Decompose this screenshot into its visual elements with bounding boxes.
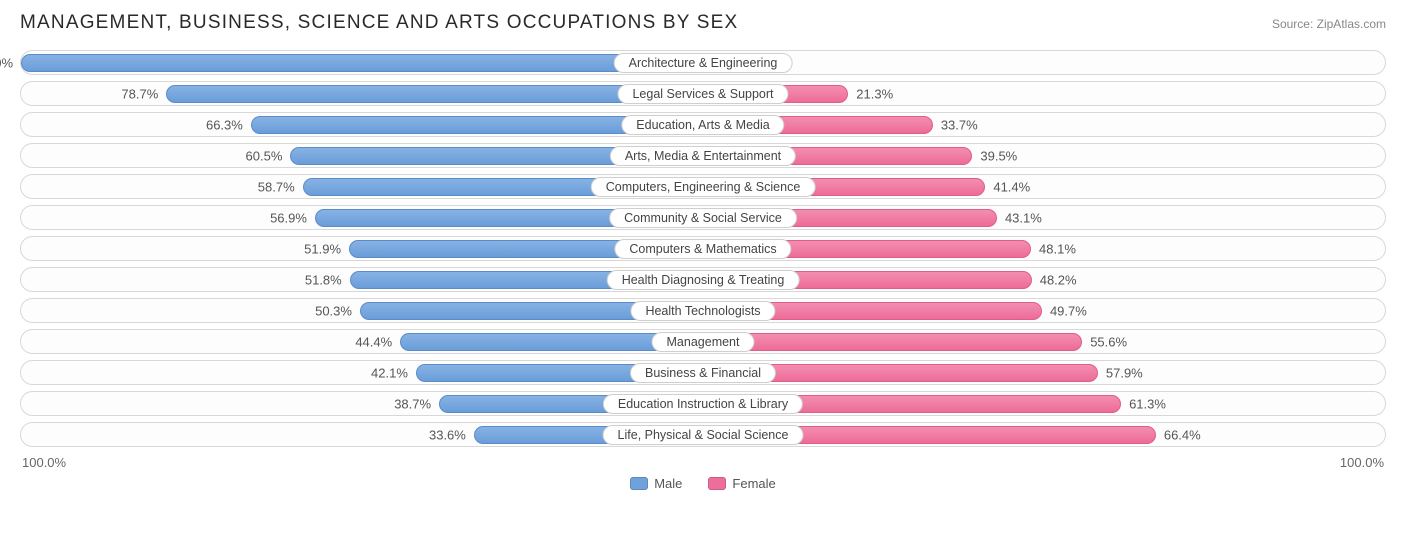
chart-row: 50.3% 49.7% Health Technologists <box>20 298 1386 323</box>
female-bar <box>703 333 1082 351</box>
source-attribution: Source: ZipAtlas.com <box>1272 17 1386 31</box>
category-badge: Health Diagnosing & Treating <box>607 270 800 290</box>
category-badge: Arts, Media & Entertainment <box>610 146 796 166</box>
female-half <box>703 82 1385 105</box>
chart-row: 33.6% 66.4% Life, Physical & Social Scienc… <box>20 422 1386 447</box>
male-pct-label: 42.1% <box>371 365 408 380</box>
male-half <box>21 423 703 446</box>
male-pct-label: 44.4% <box>355 334 392 349</box>
male-pct-label: 100.0% <box>0 55 13 70</box>
male-pct-label: 50.3% <box>315 303 352 318</box>
category-badge: Community & Social Service <box>609 208 797 228</box>
legend-male-label: Male <box>654 476 682 491</box>
female-pct-label: 48.1% <box>1039 241 1076 256</box>
female-swatch <box>708 477 726 490</box>
legend-female-label: Female <box>732 476 775 491</box>
female-pct-label: 39.5% <box>980 148 1017 163</box>
male-half <box>21 268 703 291</box>
female-half <box>703 361 1385 384</box>
female-half <box>703 206 1385 229</box>
chart-rows: 100.0%0.0%Architecture & Engineering 78.7… <box>20 50 1386 447</box>
category-badge: Life, Physical & Social Science <box>603 425 804 445</box>
category-badge: Health Technologists <box>630 301 775 321</box>
male-pct-label: 56.9% <box>270 210 307 225</box>
male-pct-label: 58.7% <box>258 179 295 194</box>
category-badge: Legal Services & Support <box>617 84 788 104</box>
male-half <box>21 206 703 229</box>
male-half <box>21 392 703 415</box>
male-swatch <box>630 477 648 490</box>
category-badge: Education, Arts & Media <box>621 115 784 135</box>
chart-row: 66.3% 33.7% Education, Arts & Media <box>20 112 1386 137</box>
female-pct-label: 66.4% <box>1164 427 1201 442</box>
female-pct-label: 57.9% <box>1106 365 1143 380</box>
male-pct-label: 60.5% <box>246 148 283 163</box>
category-badge: Computers & Mathematics <box>614 239 791 259</box>
category-badge: Business & Financial <box>630 363 776 383</box>
female-half <box>703 423 1385 446</box>
male-half <box>21 237 703 260</box>
chart-row: 51.9% 48.1% Computers & Mathematics <box>20 236 1386 261</box>
male-pct-label: 33.6% <box>429 427 466 442</box>
male-pct-label: 51.9% <box>304 241 341 256</box>
male-pct-label: 51.8% <box>305 272 342 287</box>
chart-row: 100.0%0.0%Architecture & Engineering <box>20 50 1386 75</box>
category-badge: Computers, Engineering & Science <box>591 177 816 197</box>
chart-row: 51.8% 48.2% Health Diagnosing & Treating <box>20 267 1386 292</box>
male-pct-label: 66.3% <box>206 117 243 132</box>
female-half <box>703 330 1385 353</box>
male-half <box>21 361 703 384</box>
female-pct-label: 48.2% <box>1040 272 1077 287</box>
axis-left-label: 100.0% <box>22 455 66 470</box>
chart-row: 38.7% 61.3% Education Instruction & Librar… <box>20 391 1386 416</box>
chart-row: 44.4% 55.6% Management <box>20 329 1386 354</box>
chart-row: 56.9% 43.1% Community & Social Service <box>20 205 1386 230</box>
category-badge: Management <box>652 332 755 352</box>
x-axis: 100.0% 100.0% <box>20 455 1386 470</box>
chart-row: 42.1% 57.9% Business & Financial <box>20 360 1386 385</box>
legend-item-female: Female <box>708 476 775 491</box>
legend: Male Female <box>20 476 1386 491</box>
source-prefix: Source: <box>1272 17 1313 31</box>
male-pct-label: 78.7% <box>121 86 158 101</box>
chart-row: 60.5% 39.5% Arts, Media & Entertainment <box>20 143 1386 168</box>
female-half <box>703 113 1385 136</box>
chart-title: MANAGEMENT, BUSINESS, SCIENCE AND ARTS O… <box>20 12 738 34</box>
male-bar <box>21 54 703 72</box>
chart-header: MANAGEMENT, BUSINESS, SCIENCE AND ARTS O… <box>20 12 1386 34</box>
female-pct-label: 49.7% <box>1050 303 1087 318</box>
male-pct-label: 38.7% <box>394 396 431 411</box>
female-half <box>703 299 1385 322</box>
source-name: ZipAtlas.com <box>1317 17 1386 31</box>
category-badge: Education Instruction & Library <box>603 394 803 414</box>
female-half <box>703 144 1385 167</box>
category-badge: Architecture & Engineering <box>614 53 793 73</box>
female-half <box>703 392 1385 415</box>
male-half <box>21 51 703 74</box>
chart-row: 58.7% 41.4% Computers, Engineering & Scien… <box>20 174 1386 199</box>
female-pct-label: 21.3% <box>856 86 893 101</box>
female-pct-label: 41.4% <box>993 179 1030 194</box>
male-half <box>21 299 703 322</box>
female-pct-label: 33.7% <box>941 117 978 132</box>
axis-right-label: 100.0% <box>1340 455 1384 470</box>
male-half <box>21 113 703 136</box>
female-pct-label: 43.1% <box>1005 210 1042 225</box>
female-pct-label: 55.6% <box>1090 334 1127 349</box>
chart-row: 78.7% 21.3% Legal Services & Support <box>20 81 1386 106</box>
female-half <box>703 51 1385 74</box>
legend-item-male: Male <box>630 476 682 491</box>
male-half <box>21 144 703 167</box>
female-pct-label: 61.3% <box>1129 396 1166 411</box>
